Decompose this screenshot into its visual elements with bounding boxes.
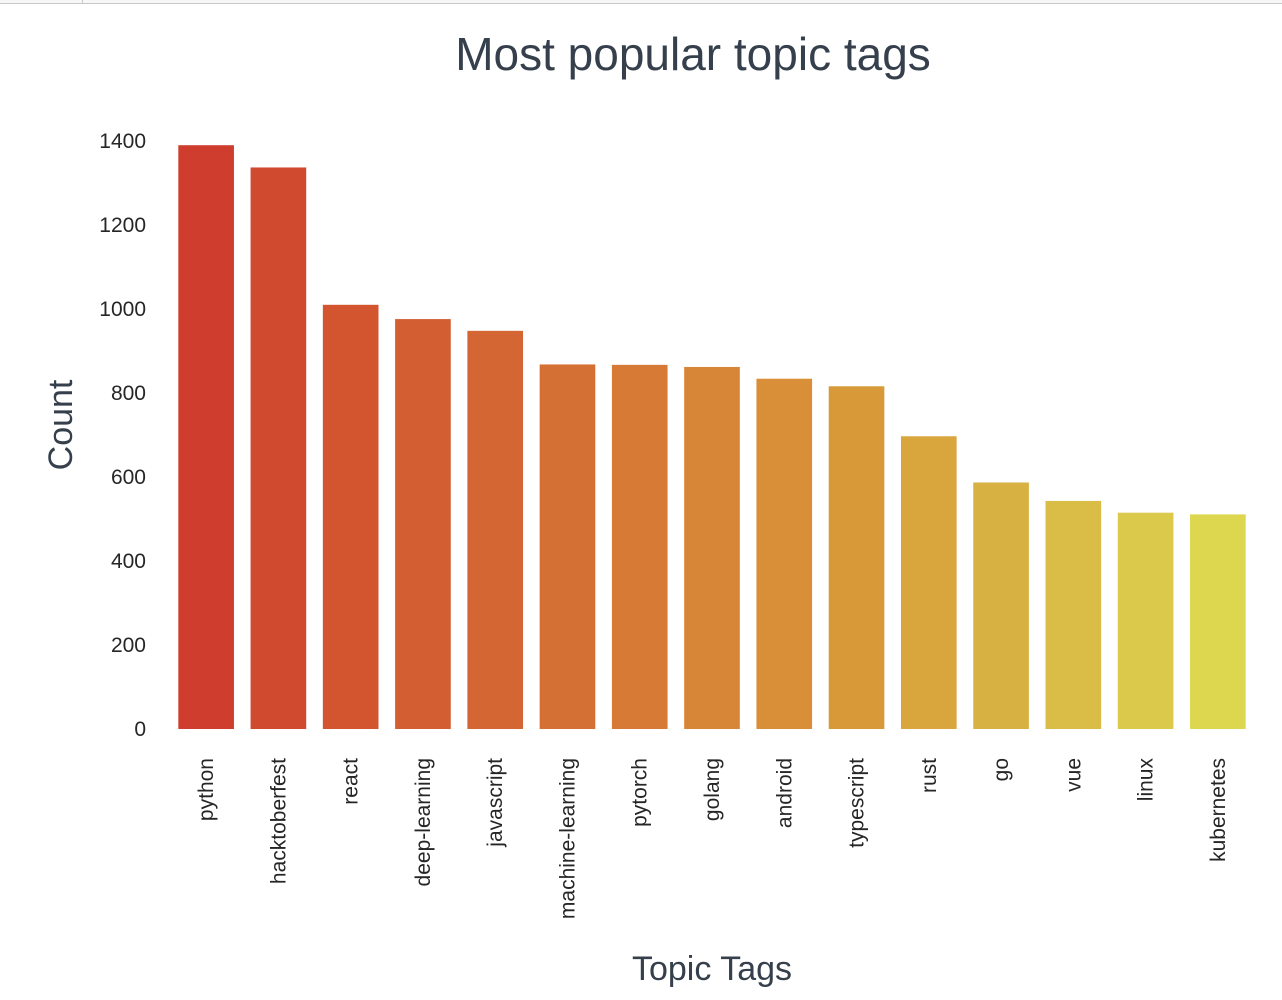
x-tick-label: hacktoberfest (267, 758, 290, 884)
bars (178, 145, 1246, 729)
bar-kubernetes (1190, 514, 1246, 729)
bar-pytorch (611, 364, 668, 729)
bar-rust (900, 436, 957, 729)
x-tick-label: pytorch (629, 758, 652, 827)
x-tick-label: typescript (846, 758, 869, 848)
bar-react (322, 304, 379, 729)
bar-golang (684, 366, 740, 729)
x-tick-label: javascript (484, 758, 507, 848)
y-tick-label: 600 (111, 466, 146, 489)
y-axis-label: Count (42, 379, 80, 470)
x-axis-ticks: python hacktoberfest react deep-learning jav… (195, 758, 1230, 920)
window-top-divider (82, 0, 83, 3)
bar-machine-learning (539, 364, 596, 729)
bar-hacktoberfest (250, 167, 307, 729)
window-top-border (0, 0, 1282, 4)
y-tick-label: 0 (134, 718, 146, 741)
x-tick-label: machine-learning (556, 758, 579, 919)
x-tick-label: linux (1135, 758, 1158, 802)
y-tick-label: 1400 (99, 130, 146, 153)
bar-javascript (467, 330, 524, 729)
x-tick-label: vue (1062, 758, 1085, 792)
x-tick-label: go (990, 758, 1013, 781)
x-axis-label: Topic Tags (632, 950, 792, 988)
bar-vue (1045, 500, 1102, 729)
bar-go (973, 482, 1029, 729)
y-tick-label: 1000 (99, 298, 146, 321)
y-tick-label: 1200 (99, 214, 146, 237)
y-tick-label: 200 (111, 634, 146, 657)
x-tick-label: kubernetes (1207, 758, 1230, 862)
x-tick-label: rust (918, 758, 941, 793)
y-axis-ticks: 0 200 400 600 800 1000 1200 1400 (99, 130, 146, 741)
bar-deep-learning (395, 319, 451, 729)
y-tick-label: 800 (111, 382, 146, 405)
x-tick-label: react (340, 758, 363, 805)
y-tick-label: 400 (111, 550, 146, 573)
bar-linux (1117, 512, 1174, 729)
bar-android (756, 378, 813, 729)
x-tick-label: android (773, 758, 796, 828)
x-tick-label: python (195, 758, 218, 821)
x-tick-label: golang (701, 758, 724, 821)
chart-title: Most popular topic tags (455, 28, 931, 80)
bar-python (178, 145, 234, 729)
x-tick-label: deep-learning (412, 758, 435, 886)
bar-typescript (828, 386, 885, 729)
